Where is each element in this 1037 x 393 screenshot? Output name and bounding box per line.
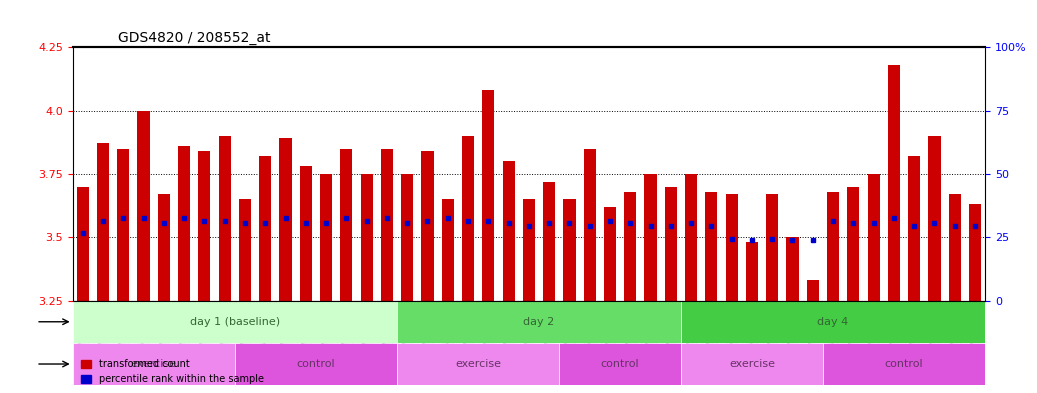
Text: exercise: exercise — [131, 359, 176, 369]
Bar — [381, 149, 393, 301]
Bar — [300, 166, 312, 301]
Bar — [888, 65, 900, 301]
FancyBboxPatch shape — [73, 343, 234, 385]
Bar — [503, 161, 514, 301]
FancyBboxPatch shape — [397, 301, 681, 343]
Bar — [239, 199, 251, 301]
Bar — [117, 149, 130, 301]
Text: exercise: exercise — [455, 359, 501, 369]
Bar — [219, 136, 231, 301]
Text: day 2: day 2 — [524, 317, 555, 327]
Bar — [928, 136, 941, 301]
FancyBboxPatch shape — [681, 301, 985, 343]
Bar — [461, 136, 474, 301]
FancyBboxPatch shape — [234, 343, 397, 385]
Bar — [401, 174, 414, 301]
Bar — [604, 207, 616, 301]
Legend: transformed count, percentile rank within the sample: transformed count, percentile rank withi… — [78, 356, 268, 388]
FancyBboxPatch shape — [397, 343, 559, 385]
FancyBboxPatch shape — [681, 343, 823, 385]
Bar — [198, 151, 211, 301]
FancyBboxPatch shape — [823, 343, 985, 385]
Bar — [178, 146, 190, 301]
Text: control: control — [885, 359, 923, 369]
Bar — [320, 174, 332, 301]
Bar — [279, 138, 291, 301]
Bar — [421, 151, 433, 301]
Text: GDS4820 / 208552_at: GDS4820 / 208552_at — [118, 31, 271, 45]
Bar — [665, 187, 677, 301]
Bar — [482, 90, 495, 301]
Bar — [685, 174, 697, 301]
Bar — [807, 280, 819, 301]
Bar — [563, 199, 576, 301]
Bar — [523, 199, 535, 301]
Bar — [543, 182, 555, 301]
Bar — [746, 242, 758, 301]
Bar — [908, 156, 920, 301]
Bar — [361, 174, 372, 301]
Bar — [969, 204, 981, 301]
Text: control: control — [297, 359, 335, 369]
Text: day 1 (baseline): day 1 (baseline) — [190, 317, 280, 327]
Bar — [77, 187, 89, 301]
FancyBboxPatch shape — [559, 343, 681, 385]
Bar — [868, 174, 879, 301]
Bar — [705, 192, 718, 301]
Bar — [847, 187, 860, 301]
Bar — [96, 143, 109, 301]
Bar — [644, 174, 656, 301]
Bar — [826, 192, 839, 301]
Bar — [158, 194, 170, 301]
Bar — [786, 237, 798, 301]
Bar — [766, 194, 779, 301]
Text: control: control — [600, 359, 640, 369]
Bar — [584, 149, 596, 301]
Bar — [259, 156, 272, 301]
Bar — [949, 194, 961, 301]
Text: exercise: exercise — [729, 359, 775, 369]
Bar — [726, 194, 737, 301]
Bar — [340, 149, 353, 301]
Bar — [624, 192, 637, 301]
Bar — [442, 199, 454, 301]
FancyBboxPatch shape — [73, 301, 397, 343]
Text: day 4: day 4 — [817, 317, 848, 327]
Bar — [138, 110, 149, 301]
